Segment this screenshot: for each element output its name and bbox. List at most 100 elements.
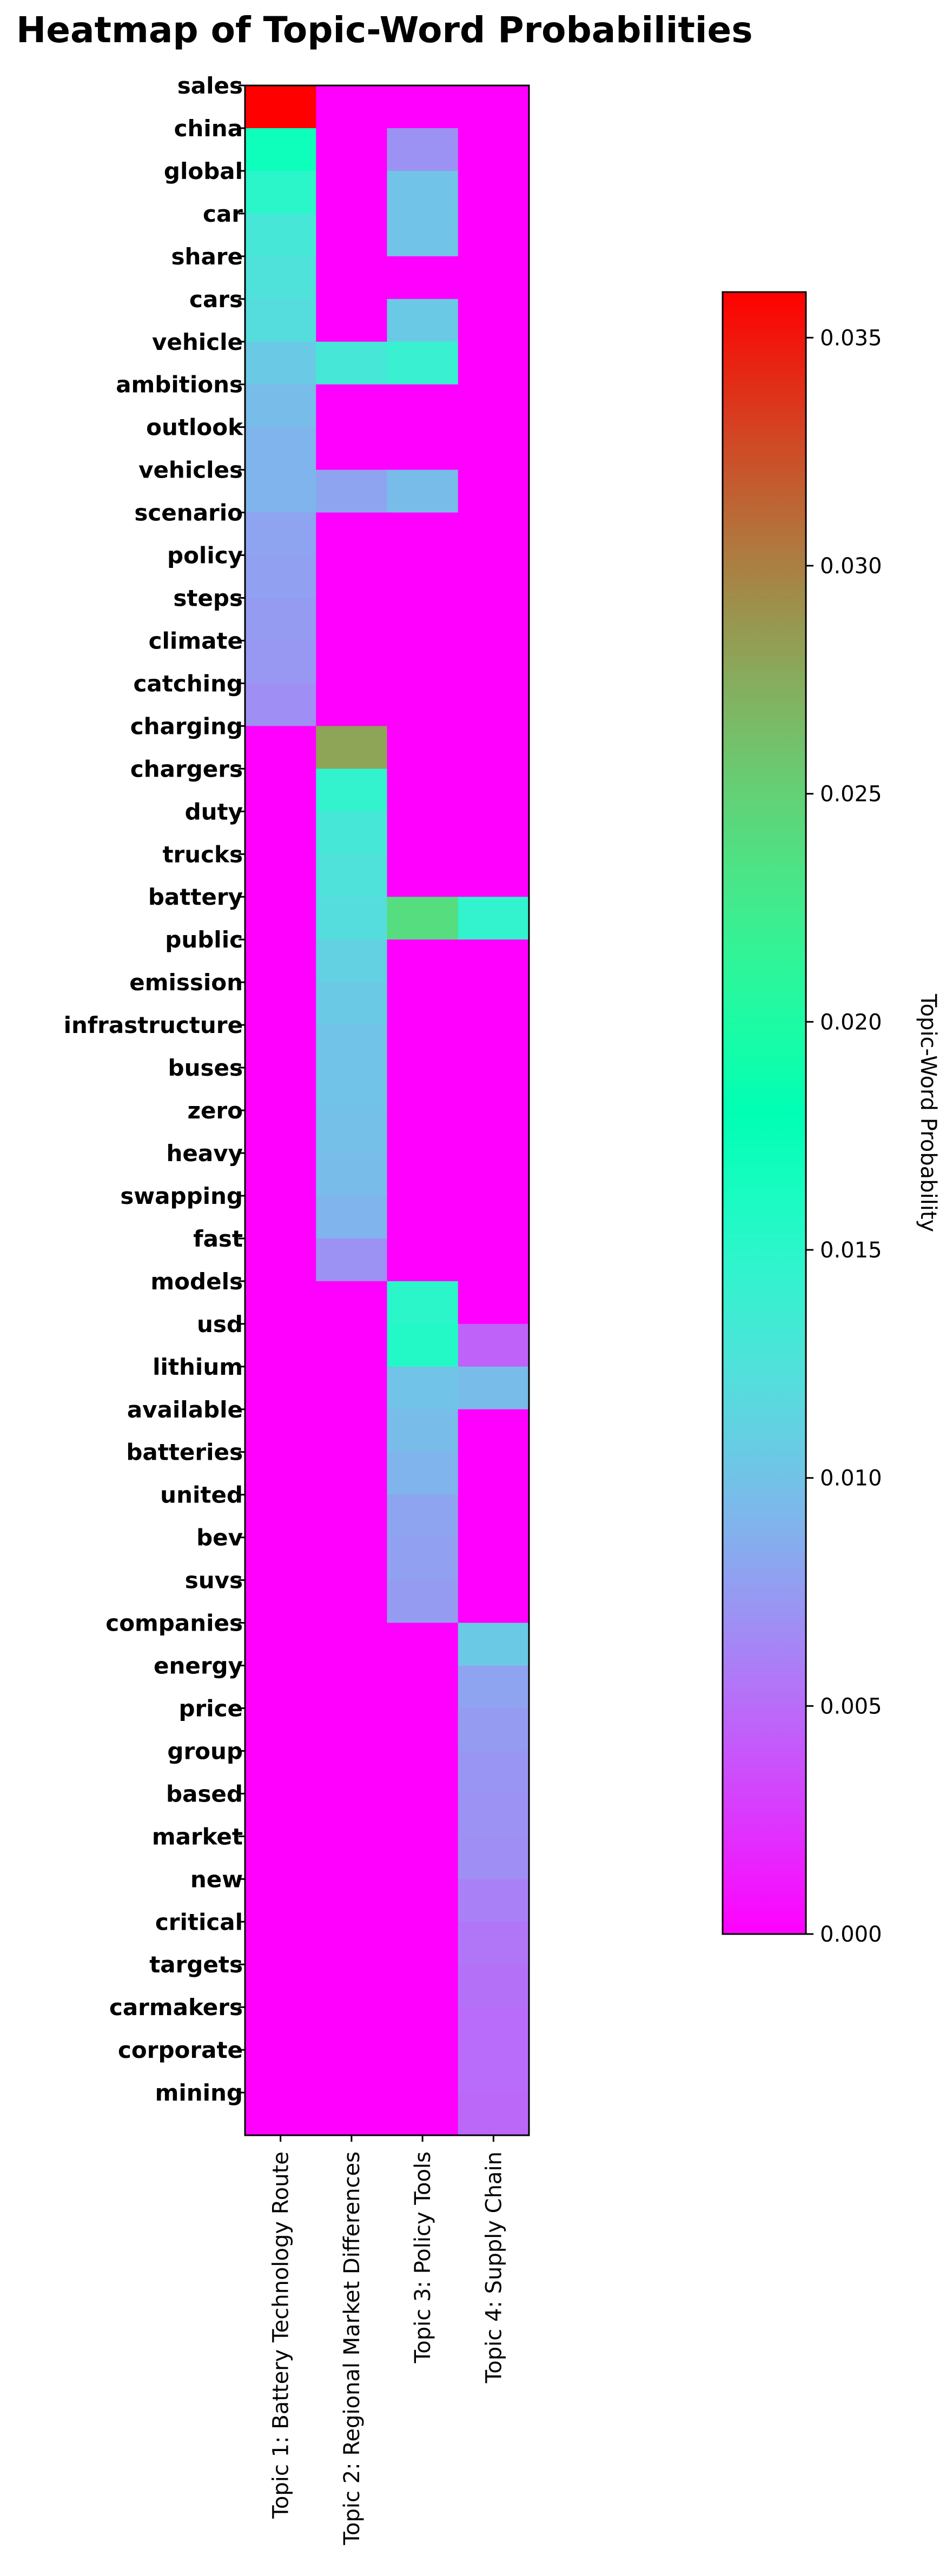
heatmap-cell [245,1665,316,1709]
heatmap-cell [316,1323,388,1367]
heatmap-cell [387,2007,459,2050]
row-label: emission [129,969,243,996]
heatmap-cell [387,769,459,812]
row-label: corporate [118,2037,243,2063]
heatmap-cell [245,1494,316,1538]
row-label: steps [173,585,243,612]
row-label: carmakers [109,1994,243,2021]
heatmap-cell [245,1452,316,1495]
heatmap-cell [458,1494,530,1538]
heatmap-cell [387,854,459,897]
heatmap-cell [245,640,316,684]
colorbar [723,292,806,1934]
heatmap-cell [387,1153,459,1196]
row-label: cars [189,286,243,313]
heatmap-cell [245,1580,316,1624]
heatmap-cell [316,897,388,940]
row-label: share [171,243,243,270]
colorbar-tick-label: 0.020 [820,1010,882,1035]
colorbar-label: Topic-Word Probability [916,994,941,1232]
row-label: new [190,1866,243,1892]
heatmap-cell [245,427,316,471]
heatmap-cell [245,982,316,1025]
row-label: china [174,115,243,142]
heatmap-cell [316,726,388,769]
heatmap-cell [387,1323,459,1367]
heatmap-cell [245,1751,316,1794]
heatmap-cell [316,1452,388,1495]
heatmap-cells [245,85,530,2136]
heatmap-cell [458,341,530,385]
row-label: chargers [130,756,243,782]
colorbar-tick-label: 0.025 [820,782,882,807]
heatmap-cell [245,1068,316,1111]
row-label: charging [130,713,243,739]
heatmap-cell [245,726,316,769]
row-label: swapping [120,1183,243,1209]
heatmap-cell [245,683,316,726]
heatmap-cell [387,1964,459,2008]
heatmap-cell [387,1708,459,1752]
heatmap-cell [245,1922,316,1965]
heatmap-cell [458,1195,530,1239]
heatmap-cell [458,1879,530,1922]
heatmap-cell [458,2092,530,2136]
heatmap-cell [458,1623,530,1666]
heatmap-cell [245,1366,316,1410]
heatmap-cell [316,1665,388,1709]
heatmap-cell [316,769,388,812]
heatmap-cell [245,769,316,812]
heatmap-cell [458,1751,530,1794]
row-label: sales [177,72,243,99]
heatmap-cell [387,170,459,214]
row-label: global [164,158,243,184]
row-label: group [167,1738,243,1764]
heatmap-cell [458,598,530,641]
heatmap-cell [387,1665,459,1709]
heatmap-cell [458,1452,530,1495]
row-label: based [166,1780,243,1807]
heatmap-cell [316,598,388,641]
heatmap-cell [245,1323,316,1367]
row-label: ambitions [116,372,243,398]
heatmap-cell [458,299,530,342]
heatmap-cell [316,427,388,471]
heatmap-cell [245,1153,316,1196]
heatmap-cell [458,1537,530,1581]
heatmap-cell [387,85,459,129]
heatmap-cell [245,299,316,342]
heatmap-cell [458,427,530,471]
heatmap-cell [458,85,530,129]
heatmap-cell [387,1793,459,1837]
row-label: energy [154,1653,243,1679]
colorbar-tick-label: 0.015 [820,1238,882,1263]
row-label: suvs [185,1567,243,1594]
heatmap-cell [387,640,459,684]
heatmap-cell [458,769,530,812]
heatmap-cell [316,1793,388,1837]
column-label: Topic 1: Battery Technology Route [269,2151,294,2519]
row-label: usd [197,1311,243,1337]
heatmap-cell [387,598,459,641]
heatmap-cell [387,982,459,1025]
column-labels: Topic 1: Battery Technology Route Topic 2… [269,2135,506,2546]
row-label: lithium [153,1354,243,1380]
colorbar-tick-label: 0.005 [820,1694,882,1719]
heatmap-cell [458,1366,530,1410]
heatmap-cell [458,854,530,897]
heatmap-cell [458,1964,530,2008]
heatmap-cell [387,1238,459,1282]
row-label: targets [149,1951,243,1978]
heatmap-cell [458,1110,530,1154]
heatmap-cell [387,256,459,300]
heatmap-cell [458,982,530,1025]
row-label: companies [105,1610,243,1637]
colorbar-ticks: 0.000 0.005 0.010 0.015 0.020 0.025 0.030 0.035 [806,326,882,1947]
heatmap-cell [316,683,388,726]
heatmap-cell [245,469,316,513]
heatmap-cell [387,555,459,599]
heatmap-cell [387,726,459,769]
row-labels: sales china global car share cars vehicle ambit… [64,72,245,2106]
heatmap-cell [387,427,459,471]
